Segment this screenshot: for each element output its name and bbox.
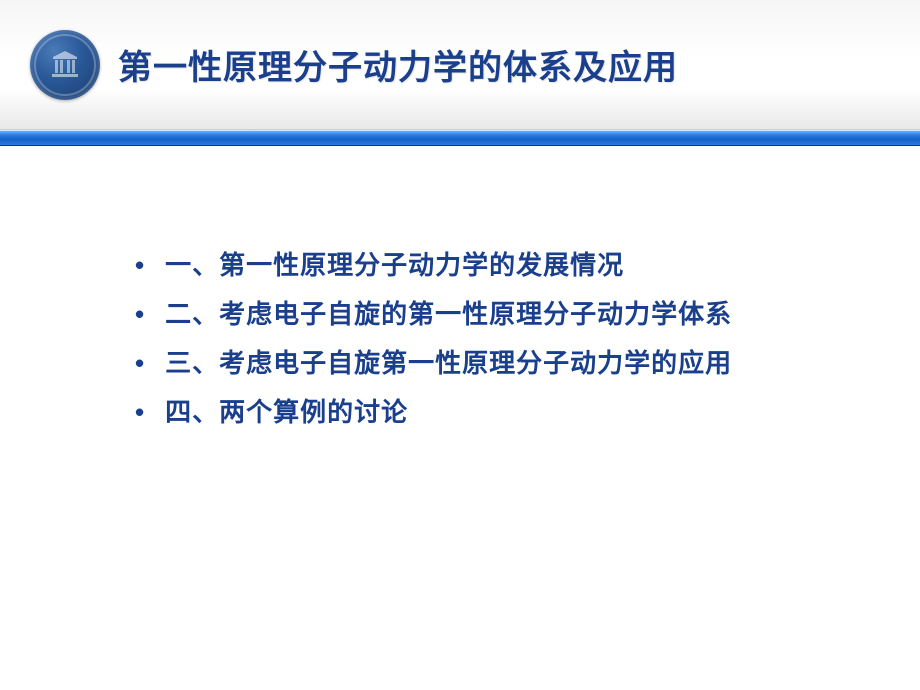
university-seal-icon <box>30 30 100 100</box>
header-band: 第一性原理分子动力学的体系及应用 <box>0 0 920 130</box>
outline-item-label: 二、考虑电子自旋的第一性原理分子动力学体系 <box>165 295 732 334</box>
slide-title: 第一性原理分子动力学的体系及应用 <box>118 40 678 89</box>
outline-content: • 一、第一性原理分子动力学的发展情况 • 二、考虑电子自旋的第一性原理分子动力… <box>0 146 920 432</box>
outline-item-label: 一、第一性原理分子动力学的发展情况 <box>165 246 624 285</box>
outline-item: • 二、考虑电子自旋的第一性原理分子动力学体系 <box>135 295 920 334</box>
bullet-icon: • <box>135 344 145 383</box>
bullet-icon: • <box>135 295 145 334</box>
outline-item: • 一、第一性原理分子动力学的发展情况 <box>135 246 920 285</box>
outline-item: • 三、考虑电子自旋第一性原理分子动力学的应用 <box>135 344 920 383</box>
outline-item-label: 三、考虑电子自旋第一性原理分子动力学的应用 <box>165 344 732 383</box>
header-accent-bar <box>0 130 920 146</box>
seal-inner-icon <box>46 46 84 84</box>
outline-item-label: 四、两个算例的讨论 <box>165 393 408 432</box>
bullet-icon: • <box>135 393 145 432</box>
bullet-icon: • <box>135 246 145 285</box>
outline-item: • 四、两个算例的讨论 <box>135 393 920 432</box>
